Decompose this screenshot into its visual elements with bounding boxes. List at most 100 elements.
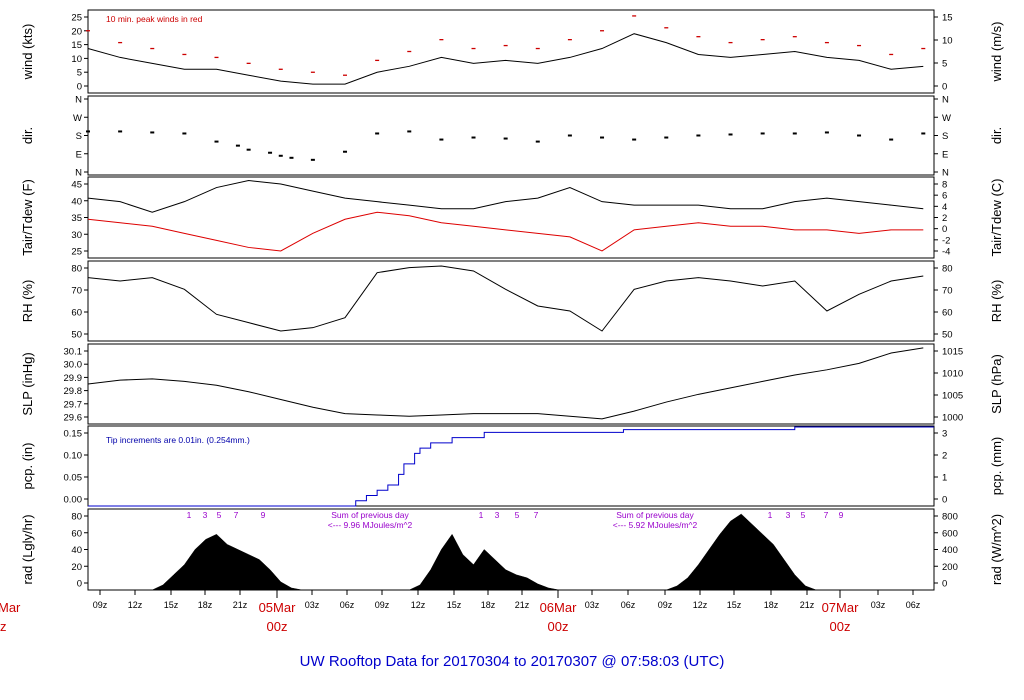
dir-point [567,134,572,137]
ylabel-right: dir. [989,127,1004,144]
dir-point [921,132,926,135]
series-line [87,33,924,85]
sun-angle-mark: 3 [495,510,500,520]
sun-angle-mark: 9 [839,510,844,520]
dir-point [728,133,733,136]
dir-point [471,136,476,139]
ytick-label: 60 [71,308,82,319]
panel-rad: rad (Lgly/hr) rad (W/m^2)0204060800200400… [20,508,1004,591]
radiation-area [152,534,303,591]
series-line [87,347,924,420]
day-label: 06Mar [540,600,578,615]
ytick-label: 29.6 [64,413,83,424]
series-line [87,211,924,252]
ytick-label: 30.0 [64,360,83,371]
ytick-label: 29.7 [64,399,83,410]
xtick-label: 15z [164,600,179,610]
ytick-label: 0.15 [64,429,83,440]
xtick-label: 09z [658,600,673,610]
ytick-label: 0.05 [64,473,83,484]
ylabel-left: pcp. (in) [20,443,35,490]
panel-frame [87,425,935,507]
ytick-label: N [75,95,82,106]
ytick-label: 25 [71,13,82,24]
ytick-label: -4 [942,247,950,258]
sun-angle-mark: 5 [217,510,222,520]
radiation-sum-label: Sum of previous day [331,510,409,520]
dir-point [503,137,508,140]
xtick-label: 21z [233,600,248,610]
sun-angle-mark: 7 [824,510,829,520]
ytick-label: 40 [71,196,82,207]
radiation-sum-label: Sum of previous day [616,510,694,520]
ytick-label: 8 [942,180,947,191]
ytick-label: W [942,113,951,124]
ytick-label: 0 [77,579,82,590]
radiation-sum-value: <--- 5.92 MJoules/m^2 [613,520,698,530]
day-label-cut: Mar [0,600,21,615]
xtick-label: 12z [411,600,426,610]
sun-angle-mark: 5 [515,510,520,520]
ytick-label: S [942,131,948,142]
ytick-label: 15 [942,13,953,24]
ytick-label: W [73,113,82,124]
ylabel-left: SLP (inHg) [20,352,35,415]
ytick-label: 1010 [942,369,963,380]
ytick-label: 3 [942,429,947,440]
panel-wind: wind (kts) wind (m/s) 0 5 10 15 20 25 0 5 10 15 10 m… [20,9,1004,94]
xtick-label: 21z [515,600,530,610]
panel-temp: Tair/Tdew (F) Tair/Tdew (C)2530354045-4-2… [20,176,1004,259]
dir-point [857,134,862,137]
xtick-label: 09z [375,600,390,610]
dir-point [375,132,380,135]
ytick-label: 0 [942,82,947,93]
radiation-area [409,533,560,591]
ytick-label: 10 [942,36,953,47]
dir-point [182,132,187,135]
dir-point [824,131,829,134]
dir-point [278,154,283,157]
ytick-label: 10 [71,54,82,65]
dir-point [289,156,294,159]
ylabel-right: RH (%) [989,280,1004,323]
ylabel-left: rad (Lgly/hr) [20,514,35,584]
ytick-label: 1015 [942,347,963,358]
ytick-label: 45 [71,180,82,191]
figure-title: UW Rooftop Data for 20170304 to 20170307… [300,653,725,670]
ytick-label: N [942,95,949,106]
panel-slp: SLP (inHg) SLP (hPa) 29.6 29.7 29.8 29.9 30.0 3… [20,343,1004,425]
ytick-label: 25 [71,247,82,258]
dir-point [792,132,797,135]
day-hour-label-cut: z [0,619,7,634]
xtick-label: 03z [585,600,600,610]
ytick-label: 6 [942,191,947,202]
dir-point [118,130,123,133]
day-label: 07Mar [822,600,860,615]
xtick-label: 12z [693,600,708,610]
ytick-label: 5 [77,68,82,79]
panel-rh: RH (%) RH (%) 50 60 70 80 50 60 70 80 [20,260,1004,342]
ytick-label: 0.10 [64,451,83,462]
sun-angle-mark: 1 [187,510,192,520]
ytick-label: 70 [942,286,953,297]
panel-pcp: pcp. (in) pcp. (mm) 0.00 0.05 0.10 0.15 0 1 2 3 Ti… [20,425,1004,507]
day-hour-label: 00z [830,619,851,634]
sun-angle-mark: 5 [801,510,806,520]
precip-line [88,426,934,507]
xtick-label: 18z [481,600,496,610]
dir-point [214,140,219,143]
series-line [87,265,924,332]
ytick-label: 60 [71,528,82,539]
ytick-label: 30.1 [64,347,83,358]
ytick-label: 29.9 [64,373,83,384]
ytick-label: 70 [71,286,82,297]
dir-point [268,151,273,154]
sun-angle-mark: 1 [479,510,484,520]
dir-point [235,144,240,147]
ytick-label: E [942,149,948,160]
ytick-label: 30 [71,230,82,241]
ytick-label: 35 [71,213,82,224]
xtick-label: 18z [198,600,213,610]
